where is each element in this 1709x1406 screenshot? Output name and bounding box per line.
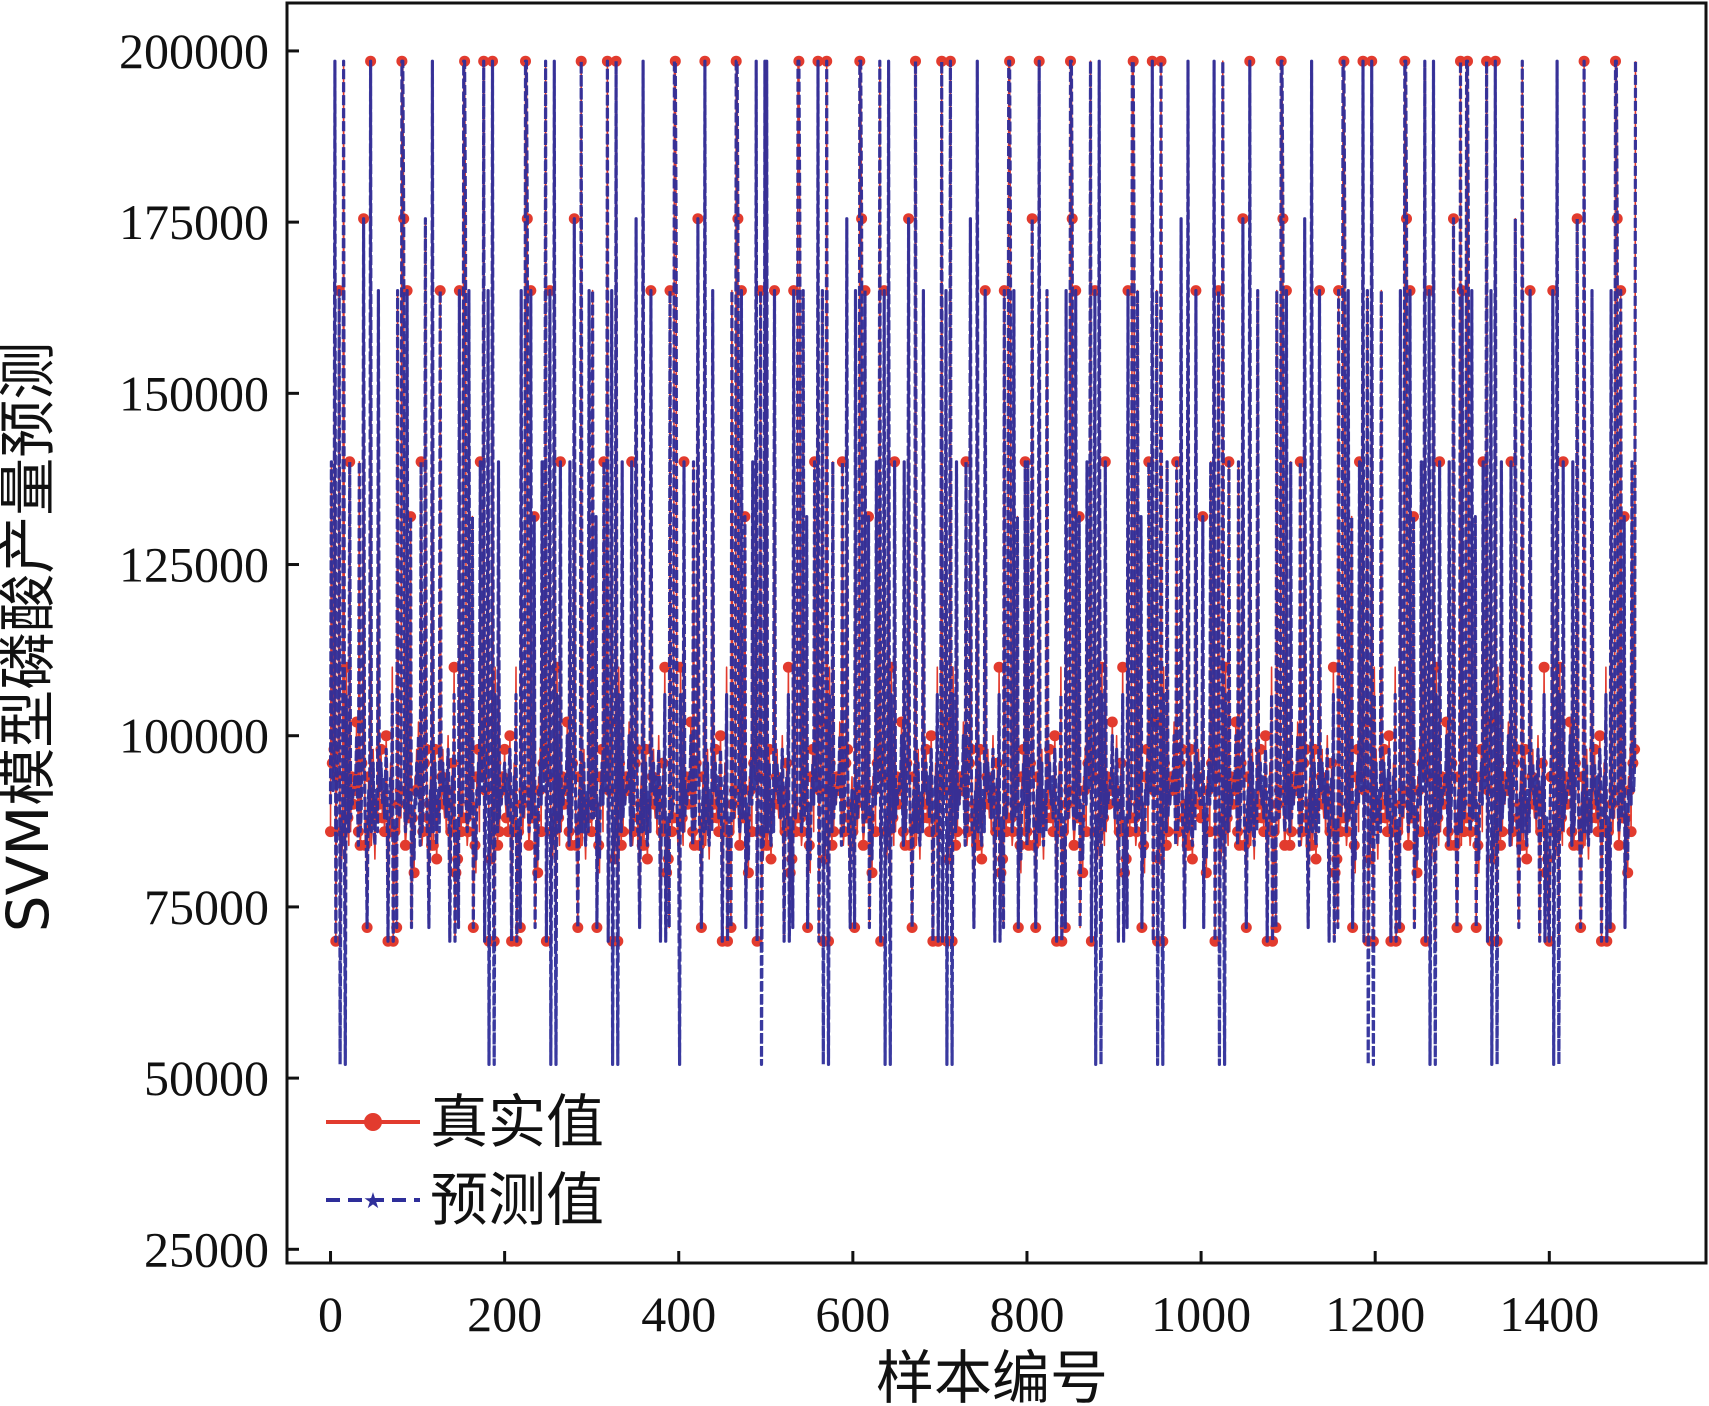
true-point bbox=[765, 853, 777, 865]
true-point bbox=[857, 839, 869, 851]
true-point bbox=[344, 456, 356, 468]
true-point bbox=[1284, 839, 1296, 851]
series-layer bbox=[325, 55, 1641, 1067]
legend-pred-label: 预测值 bbox=[430, 1166, 604, 1234]
x-tick-label: 1400 bbox=[1499, 1286, 1599, 1342]
true-point bbox=[1402, 839, 1414, 851]
y-axis-title: SVM模型磷酸产量预测 bbox=[0, 342, 62, 933]
x-tick-label: 800 bbox=[989, 1286, 1064, 1342]
true-point bbox=[523, 839, 535, 851]
x-tick-label: 1000 bbox=[1151, 1286, 1251, 1342]
true-point bbox=[434, 285, 446, 297]
y-tick-label: 125000 bbox=[119, 537, 269, 593]
y-tick-label: 100000 bbox=[119, 708, 269, 764]
true-point bbox=[715, 730, 726, 742]
y-tick-label: 50000 bbox=[144, 1050, 269, 1106]
legend-pred-marker: ★ bbox=[363, 1189, 383, 1214]
y-tick-label: 200000 bbox=[119, 23, 269, 79]
true-point bbox=[399, 839, 411, 851]
true-point bbox=[380, 730, 392, 742]
true-point bbox=[1521, 853, 1533, 865]
y-tick-label: 25000 bbox=[144, 1221, 269, 1277]
true-point bbox=[1310, 853, 1322, 865]
true-point bbox=[1538, 661, 1550, 673]
x-tick-label: 0 bbox=[318, 1286, 343, 1342]
true-point bbox=[1383, 730, 1395, 742]
true-point bbox=[1186, 853, 1198, 865]
x-tick-label: 400 bbox=[641, 1286, 716, 1342]
true-point bbox=[1049, 730, 1061, 742]
true-point bbox=[1068, 839, 1080, 851]
y-tick-label: 75000 bbox=[144, 879, 269, 935]
true-point bbox=[431, 853, 443, 865]
true-point bbox=[641, 853, 653, 865]
y-tick-label: 175000 bbox=[119, 194, 269, 250]
x-tick-label: 600 bbox=[815, 1286, 890, 1342]
x-tick-label: 1200 bbox=[1325, 1286, 1425, 1342]
y-tick-label: 150000 bbox=[119, 365, 269, 421]
true-point bbox=[1286, 826, 1298, 838]
true-point bbox=[925, 730, 937, 742]
true-point bbox=[976, 853, 988, 865]
true-point bbox=[1613, 839, 1625, 851]
true-point bbox=[504, 730, 516, 742]
legend-true-label: 真实值 bbox=[430, 1088, 604, 1156]
true-point bbox=[1260, 730, 1271, 742]
x-tick-label: 200 bbox=[467, 1286, 542, 1342]
true-point bbox=[1594, 730, 1606, 742]
true-point bbox=[325, 826, 336, 838]
true-point bbox=[448, 661, 460, 673]
legend-true-marker bbox=[364, 1113, 382, 1131]
x-axis-title: 样本编号 bbox=[876, 1344, 1108, 1406]
true-point bbox=[1106, 716, 1118, 728]
true-point bbox=[734, 839, 746, 851]
